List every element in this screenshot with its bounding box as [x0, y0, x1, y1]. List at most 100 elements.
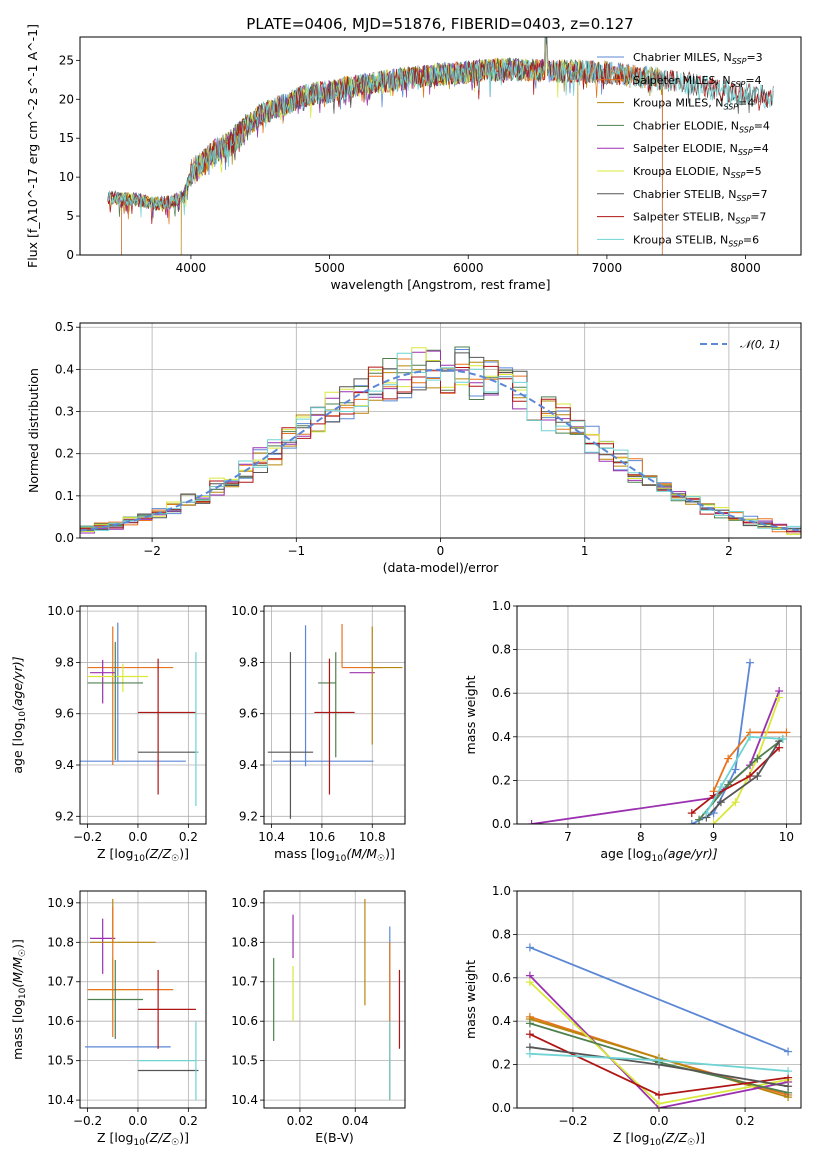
legend-label-tail: =3 — [746, 51, 762, 64]
mass-weight-marker — [746, 772, 755, 781]
x-axis-label: mass [log10(M/M☉)] — [274, 846, 395, 864]
mass-weight-marker — [525, 1030, 534, 1039]
y-tick-label: 0.8 — [492, 927, 511, 941]
errorbar-point — [87, 960, 143, 1039]
y-tick-label: 0.4 — [492, 1014, 511, 1028]
x-axis-label: wavelength [Angstrom, rest frame] — [330, 277, 550, 292]
spectrum-line-1 — [121, 37, 663, 255]
y-label-sub: 10 — [18, 711, 28, 723]
plot-area-spectrum — [107, 37, 774, 255]
legend-label: Chabrier ELODIE, NSSP=4 — [633, 119, 770, 134]
legend-label-tail: =6 — [743, 233, 759, 246]
y-label-part: mass [log — [10, 999, 25, 1060]
mass-weight-line — [698, 738, 784, 821]
x-axis-label: (data-model)/error — [383, 560, 500, 575]
histogram-step-8 — [80, 365, 801, 533]
y-tick-label: 10.8 — [47, 935, 74, 949]
mass-weight-line — [712, 731, 787, 792]
x-tick-label: 10.4 — [258, 830, 285, 844]
legend-label: Salpeter MILES, NSSP=4 — [633, 74, 762, 89]
mass-weight-marker — [731, 798, 740, 807]
legend-label-main: Chabrier ELODIE, N — [633, 119, 739, 132]
spectrum-line-3 — [121, 37, 663, 255]
x-label-part: )] — [179, 846, 189, 861]
x-tick-label: −0.2 — [73, 1114, 102, 1128]
x-tick-label: 10.8 — [359, 830, 386, 844]
legend-label-sub: SSP — [732, 57, 747, 66]
x-tick-label: −0.2 — [558, 1114, 587, 1128]
panel-age-vs-Z: −0.2 0.0 0.29.29.49.69.810.0Z [log10(Z/Z☉)… — [10, 604, 207, 864]
y-tick-label: 15 — [59, 131, 74, 145]
y-tick-label: 10.6 — [231, 1014, 258, 1028]
x-axis-label: Z [log10(Z/Z☉)] — [97, 1130, 189, 1148]
plot-area-residuals — [80, 346, 801, 535]
y-tick-label: 9.8 — [55, 655, 74, 669]
spectrum-line-5 — [107, 37, 579, 218]
mass-weight-marker — [753, 772, 762, 781]
x-tick-label: 7000 — [592, 261, 623, 275]
y-label-sub: 10 — [18, 987, 28, 999]
mass-weight-marker — [525, 978, 534, 987]
y-tick-label: 9.4 — [55, 758, 74, 772]
x-tick-label: 4000 — [176, 261, 207, 275]
y-label-sym: ☉ — [18, 949, 28, 957]
legend-label-tail: =5 — [745, 165, 761, 178]
mass-weight-marker — [784, 1067, 793, 1076]
legend-label-main: Salpeter STELIB, N — [633, 211, 735, 224]
legend-label-tail: =7 — [750, 211, 766, 224]
x-tick-label: 0.04 — [342, 1114, 369, 1128]
y-tick-label: 10 — [59, 170, 74, 184]
y-axis-label: Normed distribution — [26, 368, 41, 493]
y-tick-label: 0.4 — [492, 730, 511, 744]
x-label-part: (age/yr)] — [663, 846, 718, 861]
plot-frame — [516, 605, 802, 825]
legend-label: Kroupa STELIB, NSSP=6 — [633, 233, 759, 248]
legend-label: Kroupa ELODIE, NSSP=5 — [633, 165, 762, 180]
legend-label: Salpeter STELIB, NSSP=7 — [633, 211, 766, 226]
y-label-part: (M/M — [10, 957, 25, 988]
y-tick-label: 0.1 — [55, 489, 74, 503]
legend-label-main: Kroupa ELODIE, N — [633, 165, 731, 178]
y-tick-label: 0.3 — [55, 405, 74, 419]
mass-weight-marker — [775, 693, 784, 702]
legend-label-sub: SSP — [723, 103, 738, 112]
legend-label-tail: =4 — [754, 119, 770, 132]
plot-frame — [263, 605, 406, 825]
spectrum-line-9 — [107, 37, 774, 218]
x-tick-label: 5000 — [314, 261, 345, 275]
plot-area-mass-vs-Z — [85, 898, 199, 1101]
legend-label-tail: =7 — [751, 188, 767, 201]
histogram-step-9 — [80, 352, 801, 531]
legend-label-sub: SSP — [731, 80, 746, 89]
mass-weight-marker — [695, 815, 704, 824]
mass-weight-marker — [709, 820, 718, 824]
y-tick-label: 10.9 — [231, 896, 258, 910]
y-tick-label: 10.7 — [231, 975, 258, 989]
y-tick-label: 10.8 — [231, 935, 258, 949]
mass-weight-marker — [655, 1056, 663, 1065]
x-label-part: )] — [695, 1130, 705, 1145]
mass-weight-marker — [778, 734, 787, 743]
mass-weight-marker — [746, 732, 755, 741]
x-axis-label: Z [log10(Z/Z☉)] — [97, 846, 189, 864]
y-axis-label: age [log10(age/yr)] — [10, 656, 28, 773]
y-tick-label: 10.6 — [47, 1014, 74, 1028]
mass-weight-marker — [525, 943, 534, 952]
legend-label-sub: SSP — [739, 125, 754, 134]
errorbar-point — [318, 652, 337, 758]
x-label-part: (Z/Z — [661, 1130, 688, 1145]
x-label-sub: 10 — [335, 854, 347, 864]
y-tick-label: 0 — [66, 248, 74, 262]
mass-weight-line — [705, 735, 783, 814]
mass-weight-marker — [702, 809, 711, 818]
y-tick-label: 0.4 — [55, 362, 74, 376]
x-tick-label: 1 — [581, 544, 589, 558]
mass-weight-marker — [746, 658, 755, 667]
errorbar-point — [272, 625, 374, 767]
mass-weight-marker — [655, 1099, 663, 1108]
x-axis-label: E(B-V) — [315, 1130, 354, 1145]
x-label-part: age [log — [600, 846, 651, 861]
errorbar-point — [371, 626, 403, 745]
legend-label-tail: =4 — [738, 97, 754, 110]
y-tick-label: 0.8 — [492, 643, 511, 657]
